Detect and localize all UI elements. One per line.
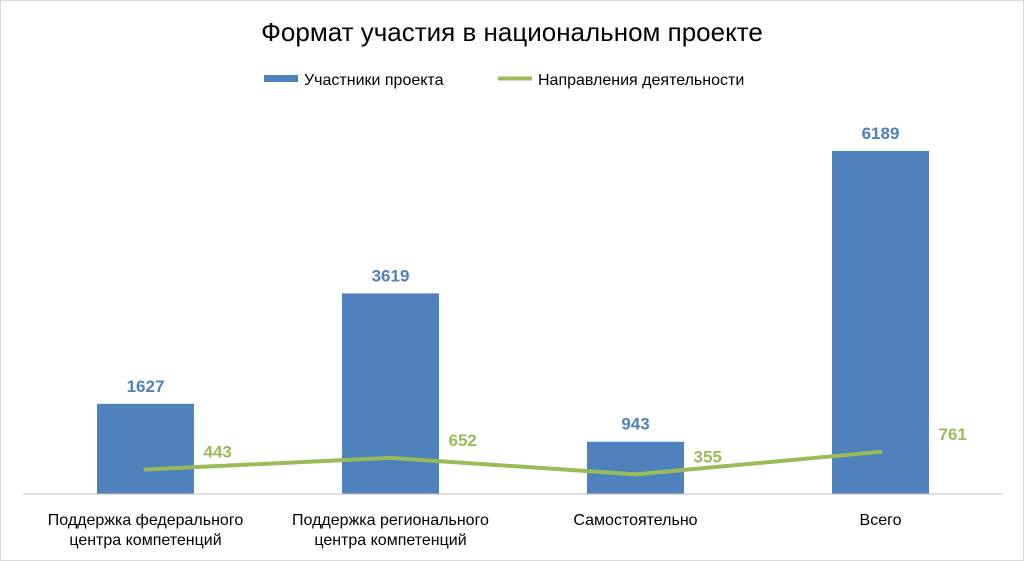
- line-path: [143, 449, 883, 477]
- line-point: [878, 449, 883, 454]
- chart-title: Формат участия в национальном проекте: [261, 17, 763, 47]
- bar-value-label: 6189: [862, 124, 900, 143]
- bar: [342, 293, 439, 494]
- bar-value-label: 3619: [372, 266, 410, 285]
- bar-series: [97, 150, 929, 494]
- category-labels: Поддержка федерального центра компетенций…: [48, 512, 902, 549]
- line-point: [633, 472, 638, 477]
- bar: [97, 403, 194, 494]
- data-labels: 1627 3619 943 6189 443 652 355 761: [127, 124, 967, 466]
- line-value-label: 652: [449, 431, 477, 450]
- category-label: Поддержка федерального центра компетенций: [48, 512, 244, 549]
- line-series: [143, 449, 883, 477]
- bar-value-label: 943: [621, 415, 649, 434]
- legend-label-bar: Участники проекта: [304, 72, 444, 89]
- line-value-label: 761: [939, 425, 967, 444]
- category-label: Самостоятельно: [573, 512, 697, 529]
- line-value-label: 355: [694, 447, 722, 466]
- chart-legend: Участники проекта Направления деятельнос…: [264, 72, 744, 89]
- line-value-label: 443: [204, 442, 232, 461]
- bar: [832, 150, 929, 494]
- line-point: [143, 467, 148, 472]
- category-label: Поддержка регионального центра компетенци…: [292, 512, 489, 549]
- line-point: [388, 455, 393, 460]
- legend-label-line: Направления деятельности: [538, 72, 744, 89]
- legend-swatch-bar: [264, 75, 298, 82]
- bar: [587, 441, 684, 494]
- category-label: Всего: [860, 512, 902, 529]
- bar-value-label: 1627: [127, 377, 165, 396]
